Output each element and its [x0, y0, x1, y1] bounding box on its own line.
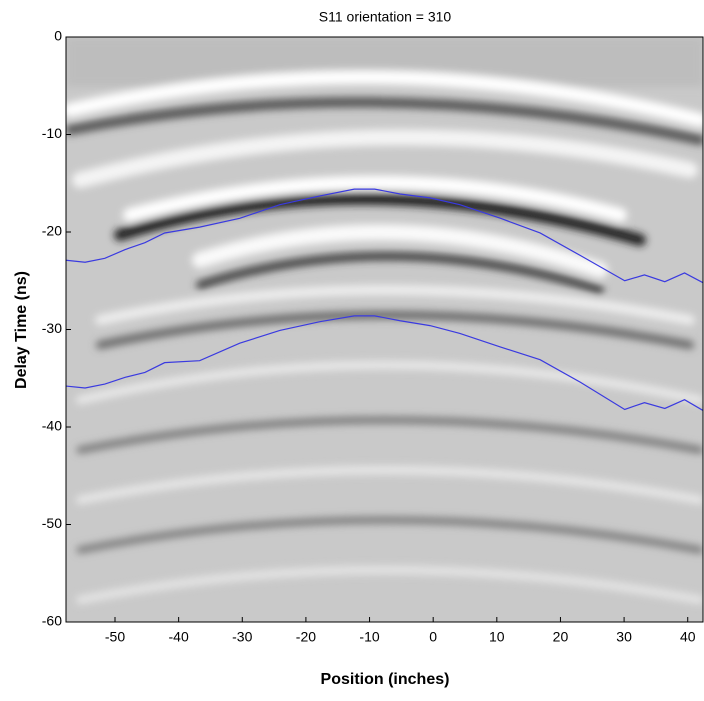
series-line [66, 315, 703, 411]
x-tick-label: 10 [489, 629, 505, 645]
y-tick-label: -60 [42, 613, 62, 629]
radargram-image [66, 37, 703, 622]
y-tick-label: -30 [42, 320, 62, 336]
x-tick-label: 0 [429, 629, 437, 645]
x-tick-label: -40 [169, 629, 189, 645]
y-tick-label: -40 [42, 418, 62, 434]
x-tick-label: -10 [359, 629, 379, 645]
x-tick-label: -30 [232, 629, 252, 645]
y-tick-label: 0 [54, 28, 62, 44]
x-tick-label: -50 [105, 629, 125, 645]
series-line [66, 188, 703, 284]
x-tick-label: 30 [616, 629, 632, 645]
chart-title: S11 orientation = 310 [319, 9, 452, 25]
x-tick-label: 20 [553, 629, 569, 645]
y-axis-label: Delay Time (ns) [13, 271, 30, 389]
y-tick-label: -10 [42, 125, 62, 141]
y-tick-label: -50 [42, 515, 62, 531]
x-tick-label: -20 [296, 629, 316, 645]
y-tick-label: -20 [42, 223, 62, 239]
x-axis-label: Position (inches) [321, 671, 450, 688]
plot-marks [66, 188, 703, 411]
x-tick-label: 40 [680, 629, 696, 645]
